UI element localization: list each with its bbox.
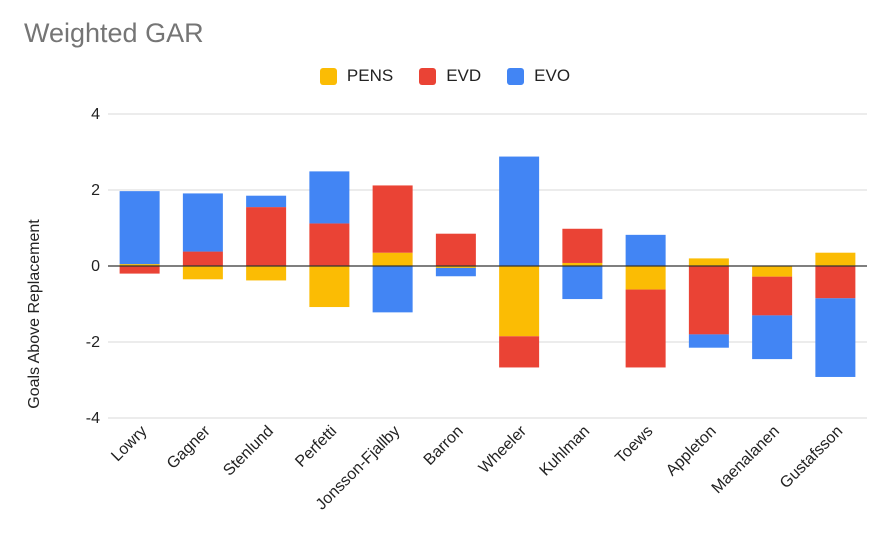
- bar-pens-perfetti: [309, 266, 350, 308]
- legend-swatch-pens: [319, 67, 337, 85]
- bar-evo-jonsson-fjallby: [372, 266, 413, 313]
- bar-pens-gagner: [182, 266, 223, 280]
- y-tick-label: 2: [91, 182, 100, 199]
- bar-pens-appleton: [688, 258, 729, 266]
- bar-evo-wheeler: [499, 156, 540, 266]
- bar-pens-toews: [625, 266, 666, 290]
- bar-evd-gustafsson: [815, 266, 856, 299]
- x-tick-label: Appleton: [663, 423, 720, 480]
- bar-evd-jonsson-fjallby: [372, 185, 413, 253]
- x-tick-label: Maenalanen: [709, 423, 783, 497]
- bar-pens-kuhlman: [562, 262, 603, 266]
- bar-evd-kuhlman: [562, 228, 603, 263]
- bar-evd-wheeler: [499, 336, 540, 368]
- x-tick-label: Gagner: [164, 422, 214, 472]
- bar-evo-maenalanen: [752, 315, 793, 360]
- bar-pens-stenlund: [246, 266, 287, 281]
- y-axis-ticks: -4 -2 0 2 4: [86, 106, 100, 427]
- bar-evo-toews: [625, 234, 666, 266]
- bar-pens-wheeler: [499, 266, 540, 337]
- x-tick-label: Toews: [612, 423, 656, 467]
- gridlines: [108, 113, 867, 419]
- y-tick-label: -2: [86, 334, 100, 351]
- legend-label-evd: EVD: [446, 66, 482, 85]
- chart-legend: PENS EVD EVO: [0, 66, 890, 86]
- x-tick-label: Perfetti: [292, 423, 340, 471]
- legend-item-evo[interactable]: EVO: [507, 66, 570, 86]
- legend-item-evd[interactable]: EVD: [419, 66, 481, 86]
- bar-pens-jonsson-fjallby: [372, 252, 413, 266]
- bar-evo-lowry: [119, 191, 160, 265]
- y-tick-label: 4: [91, 106, 100, 123]
- bar-evd-stenlund: [246, 207, 287, 266]
- x-tick-label: Wheeler: [476, 422, 531, 477]
- x-tick-label: Barron: [421, 423, 467, 469]
- bar-pens-gustafsson: [815, 252, 856, 266]
- bar-evo-gustafsson: [815, 298, 856, 377]
- x-axis-ticks: Lowry Gagner Stenlund PerfettiJonsson-Fjall…: [108, 422, 846, 513]
- bar-evd-gagner: [182, 251, 223, 266]
- bar-evo-gagner: [182, 193, 223, 252]
- x-tick-label: Kuhlman: [537, 423, 594, 480]
- bar-evo-kuhlman: [562, 266, 603, 300]
- bar-evd-perfetti: [309, 223, 350, 266]
- bar-pens-barron: [435, 266, 476, 268]
- bar-stacks: [119, 156, 856, 377]
- bar-evd-lowry: [119, 266, 160, 274]
- legend-label-evo: EVO: [534, 66, 571, 85]
- bar-pens-maenalanen: [752, 266, 793, 277]
- bar-evd-toews: [625, 289, 666, 368]
- legend-label-pens: PENS: [346, 66, 394, 85]
- bar-evo-barron: [435, 267, 476, 277]
- y-tick-label: 0: [91, 258, 100, 275]
- bar-evd-appleton: [688, 266, 729, 335]
- bar-pens-lowry: [119, 264, 160, 266]
- chart-title: Weighted GAR: [24, 18, 204, 48]
- x-tick-label: Gustafsson: [777, 423, 846, 492]
- legend-swatch-evd: [419, 67, 437, 85]
- bar-evo-perfetti: [309, 171, 350, 224]
- legend-item-pens[interactable]: PENS: [319, 66, 394, 86]
- legend-swatch-evo: [507, 67, 525, 85]
- bar-evo-appleton: [688, 334, 729, 348]
- bar-evo-stenlund: [246, 195, 287, 208]
- bar-evd-maenalanen: [752, 276, 793, 316]
- bar-evd-barron: [435, 233, 476, 266]
- x-tick-label: Lowry: [108, 423, 150, 465]
- y-axis-label: Goals Above Replacement: [26, 219, 43, 409]
- x-tick-label: Stenlund: [220, 423, 277, 480]
- y-tick-label: -4: [86, 410, 100, 427]
